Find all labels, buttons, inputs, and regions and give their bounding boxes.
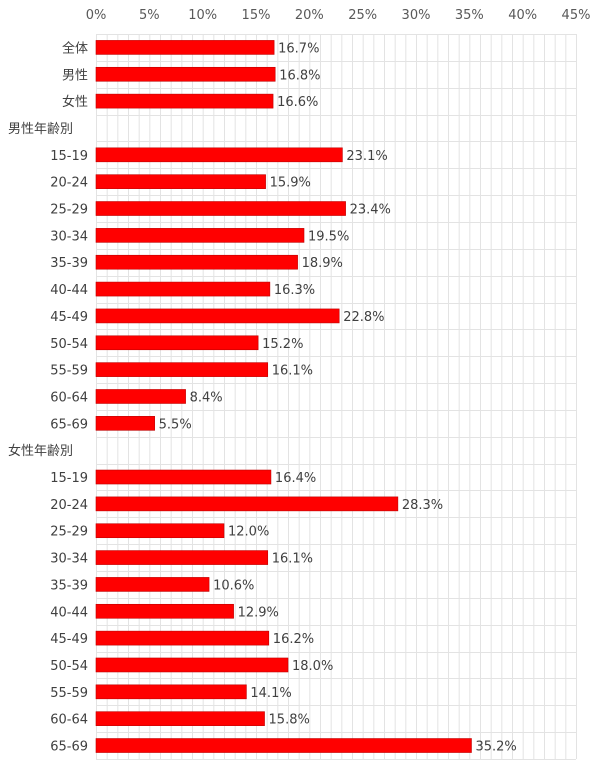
bar: [95, 254, 298, 270]
bar: [95, 550, 269, 565]
category-label: 55-59: [50, 364, 88, 379]
x-tick-label: 35%: [455, 8, 484, 23]
bar: [95, 308, 340, 324]
bar: [95, 469, 272, 485]
data-label: 15.9%: [270, 176, 311, 191]
bar: [95, 416, 155, 431]
category-label: 65-69: [50, 740, 88, 755]
data-label: 16.4%: [275, 471, 316, 486]
category-label: 45-49: [50, 310, 88, 325]
x-tick-label: 20%: [295, 8, 324, 23]
group-header-label: 男性年齢別: [8, 122, 73, 137]
data-label: 16.1%: [272, 552, 313, 567]
x-tick-label: 25%: [348, 8, 377, 23]
x-tick-label: 45%: [562, 8, 591, 23]
category-label: 全体: [62, 40, 88, 56]
bar: [95, 523, 225, 539]
category-label: 20-24: [50, 176, 88, 191]
category-label: 30-34: [50, 552, 88, 567]
data-label: 22.8%: [343, 310, 384, 325]
category-label: 60-64: [50, 713, 88, 728]
bar: [95, 711, 265, 726]
category-label: 50-54: [50, 337, 88, 352]
data-label: 14.1%: [250, 686, 291, 701]
category-label: 40-44: [50, 283, 88, 298]
data-label: 16.3%: [274, 283, 315, 298]
data-label: 16.8%: [279, 68, 320, 83]
data-label: 10.6%: [213, 578, 254, 593]
bar: [95, 174, 266, 189]
bar: [95, 738, 472, 753]
bar: [95, 40, 275, 55]
category-label: 25-29: [50, 203, 88, 218]
data-label: 19.5%: [308, 229, 349, 244]
category-label: 男性: [62, 68, 88, 83]
data-label: 5.5%: [159, 417, 192, 432]
bar: [95, 93, 274, 109]
data-label: 12.0%: [228, 525, 269, 540]
bar: [95, 657, 289, 673]
data-label: 18.0%: [292, 659, 333, 674]
bar: [95, 362, 269, 377]
category-label: 60-64: [50, 390, 88, 405]
bar: [95, 496, 399, 512]
bar: [95, 630, 270, 646]
category-label: 女性: [62, 94, 88, 110]
category-label: 40-44: [50, 605, 88, 620]
category-label: 20-24: [50, 498, 88, 513]
data-label: 23.4%: [350, 203, 391, 218]
bar: [95, 281, 271, 297]
category-label: 45-49: [50, 632, 88, 647]
data-label: 16.2%: [273, 632, 314, 647]
category-label: 35-39: [50, 256, 88, 271]
bar: [95, 603, 234, 619]
bar: [95, 66, 276, 82]
x-tick-label: 10%: [188, 8, 217, 23]
group-header-label: 女性年齢別: [8, 443, 73, 459]
data-label: 16.1%: [272, 364, 313, 379]
data-label: 12.9%: [238, 605, 279, 620]
bar: [95, 389, 186, 404]
bar: [95, 577, 210, 592]
bar: [95, 147, 343, 163]
category-label: 15-19: [50, 471, 88, 486]
bar: [95, 228, 305, 243]
x-axis-ticks: 0% 5% 10% 15% 20% 25% 30% 35% 40% 45%: [86, 8, 591, 23]
data-label: 23.1%: [346, 149, 387, 164]
x-tick-label: 15%: [242, 8, 271, 23]
category-label: 50-54: [50, 659, 88, 674]
x-tick-label: 30%: [402, 8, 431, 23]
category-label: 15-19: [50, 149, 88, 164]
category-label: 55-59: [50, 686, 88, 701]
data-label: 8.4%: [190, 390, 223, 405]
data-label: 16.7%: [278, 41, 319, 56]
bar: [95, 201, 346, 216]
data-label: 15.8%: [269, 713, 310, 728]
data-label: 18.9%: [302, 256, 343, 271]
bars: [95, 40, 472, 753]
x-tick-label: 0%: [86, 8, 107, 23]
category-label: 25-29: [50, 525, 88, 540]
category-label: 35-39: [50, 578, 88, 593]
data-label: 16.6%: [277, 95, 318, 110]
data-label: 35.2%: [475, 740, 516, 755]
x-tick-label: 40%: [508, 8, 537, 23]
data-label: 15.2%: [262, 337, 303, 352]
bar: [95, 335, 259, 351]
bar: [95, 684, 247, 700]
x-tick-label: 5%: [139, 8, 160, 23]
category-label: 30-34: [50, 229, 88, 244]
data-labels: 16.7% 16.8% 16.6% 23.1% 15.9% 23.4%19.5% 18.9%…: [159, 41, 517, 754]
category-label: 65-69: [50, 417, 88, 432]
data-label: 28.3%: [402, 498, 443, 513]
